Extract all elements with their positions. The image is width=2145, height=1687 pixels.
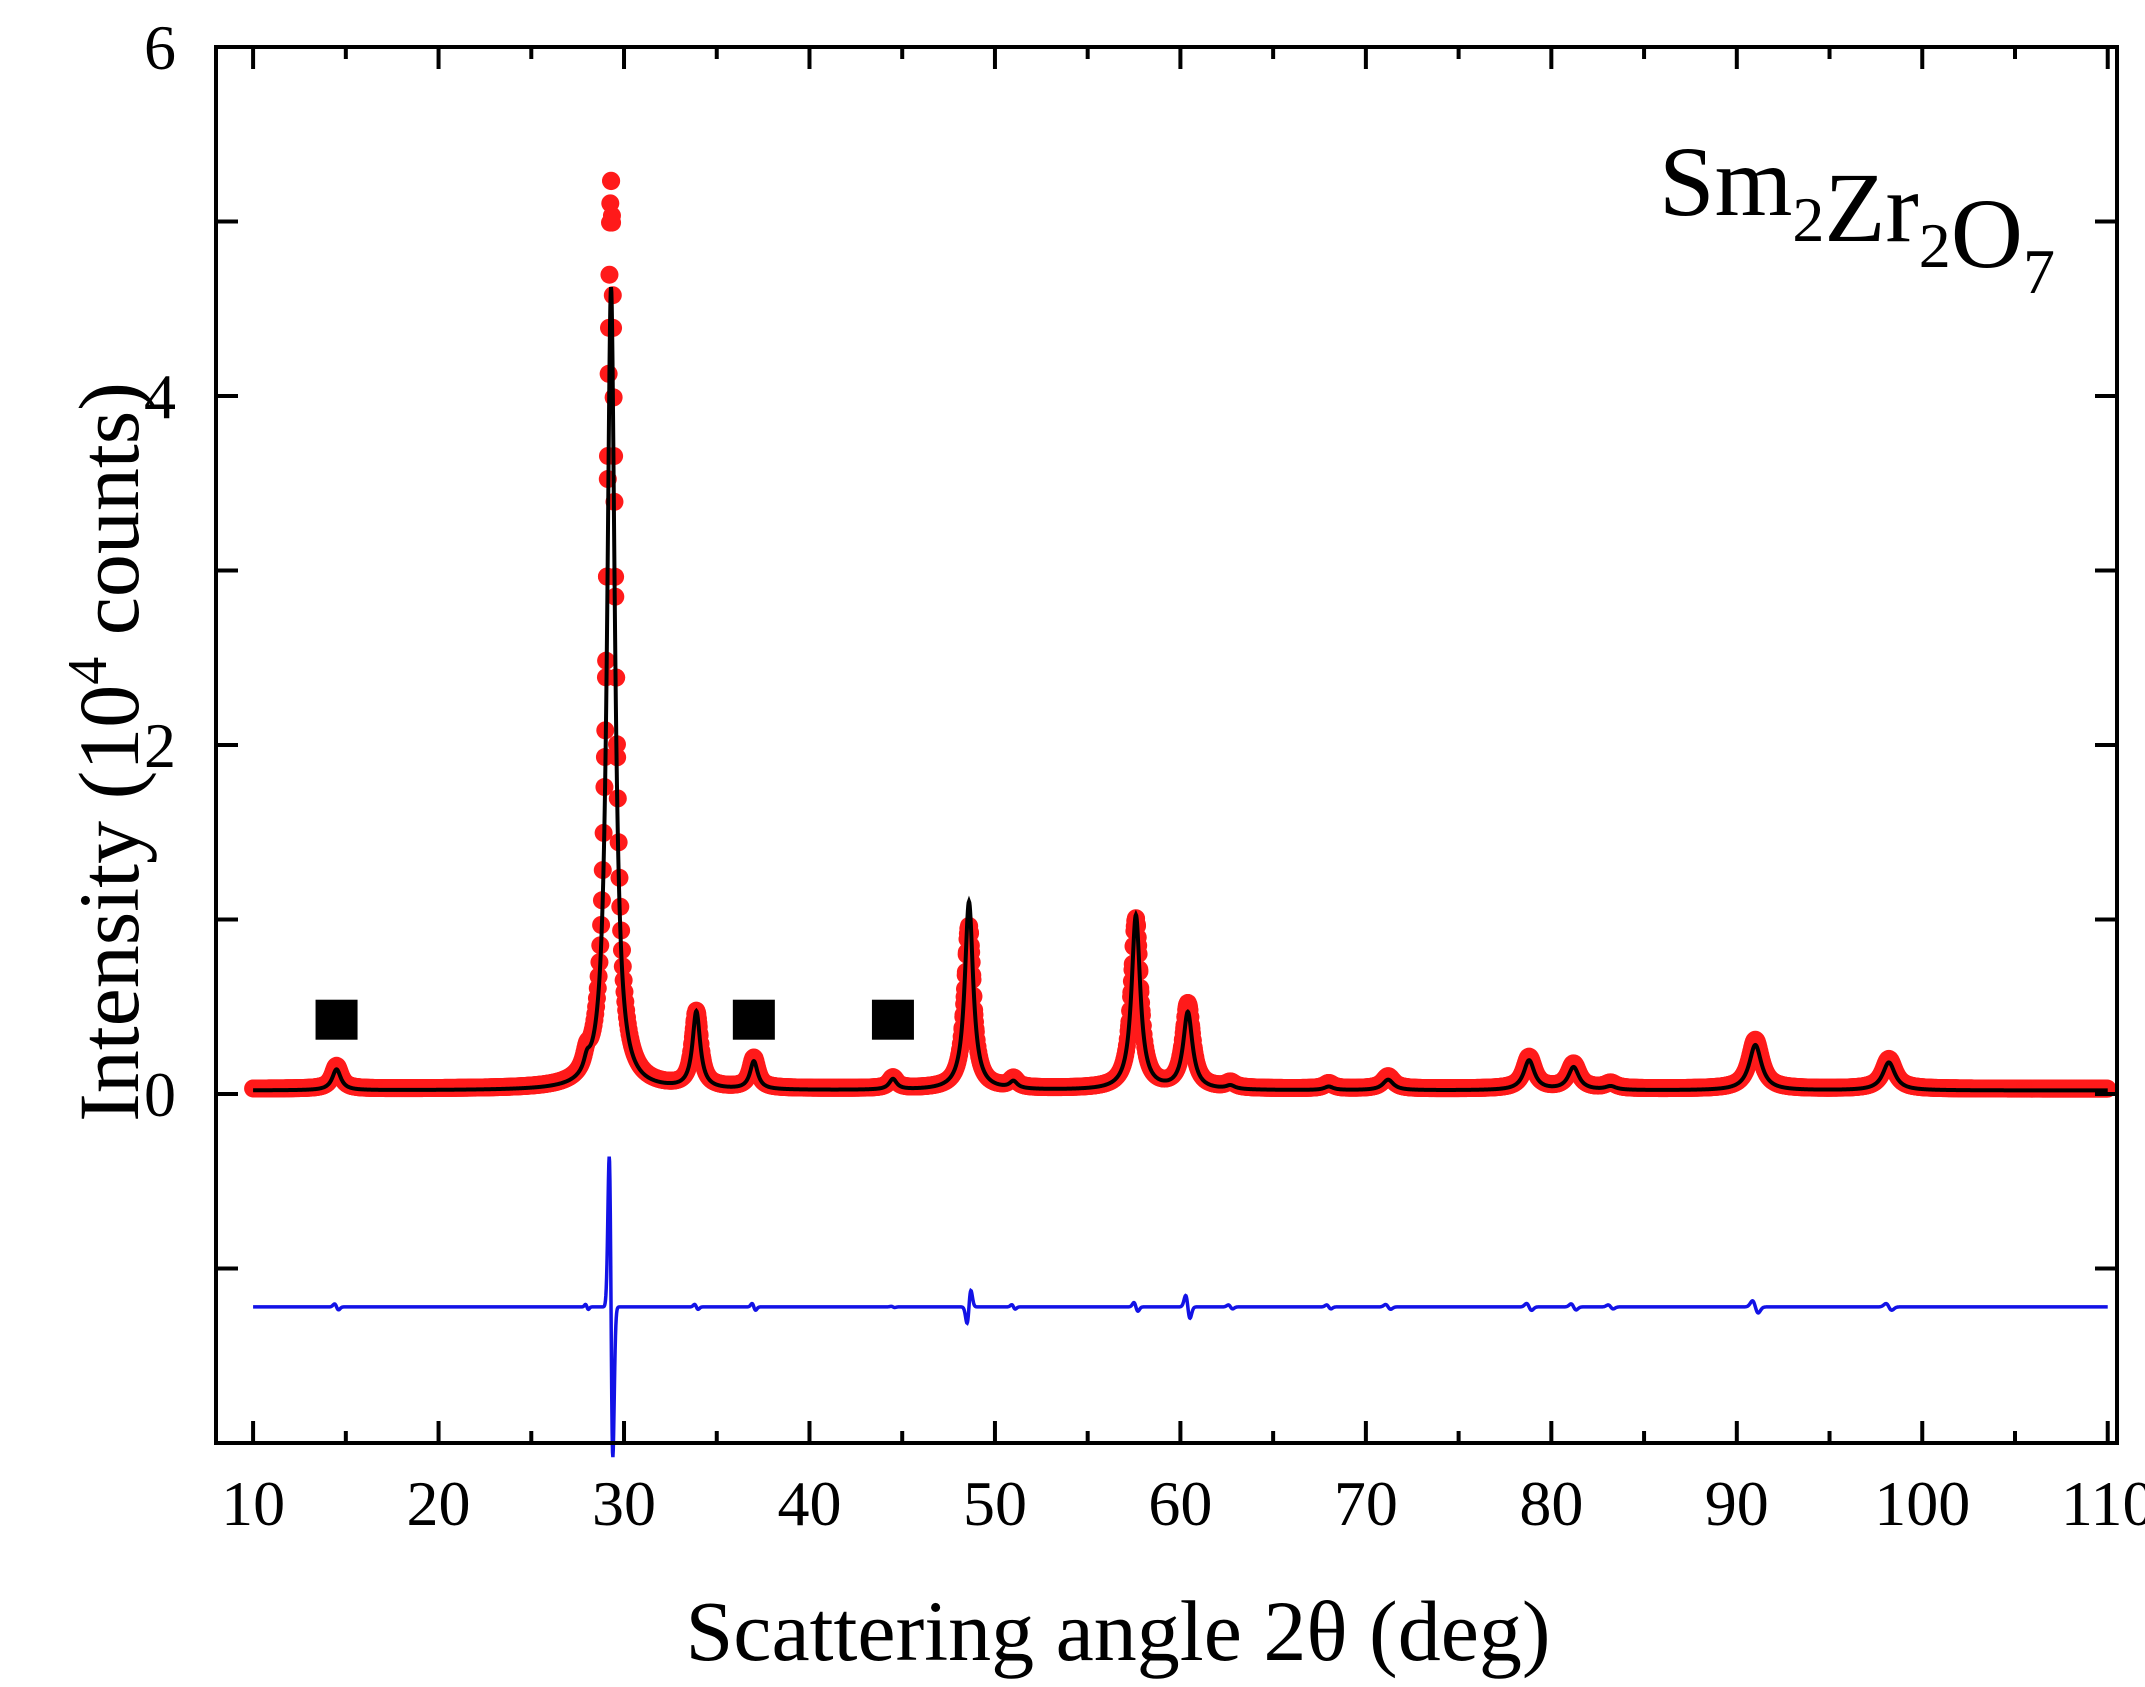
x-tick-label: 40 (777, 1468, 841, 1539)
y-axis-title-tail: counts) (61, 382, 157, 657)
x-tick-label: 70 (1334, 1468, 1398, 1539)
observed-point (600, 265, 619, 284)
compound-subscript: 2 (1919, 210, 1951, 281)
x-tick-label: 90 (1705, 1468, 1769, 1539)
observed-point (602, 171, 621, 190)
impurity-marker (732, 999, 775, 1040)
impurity-marker (315, 999, 358, 1040)
calculated-series (253, 287, 2108, 1093)
x-tick-label: 80 (1519, 1468, 1583, 1539)
y-tick-label: 2 (144, 710, 176, 781)
axes: 10 20 30 40 50 60 70 80 90 100 110 0 2 4 6 (144, 12, 2145, 1539)
observed-point (603, 213, 622, 232)
x-tick-label: 10 (221, 1468, 285, 1539)
impurity-marker (871, 999, 914, 1040)
x-tick-label: 110 (2061, 1468, 2145, 1539)
difference-series (253, 1156, 2108, 1458)
x-tick-label: 60 (1148, 1468, 1212, 1539)
compound-element: Zr (1824, 152, 1918, 263)
compound-element: Sm (1659, 126, 1792, 237)
y-tick-label: 0 (144, 1059, 176, 1130)
x-tick-label: 30 (592, 1468, 656, 1539)
compound-subscript: 7 (2023, 236, 2055, 307)
impurity-markers (315, 999, 914, 1040)
compound-label: Sm2Zr2O7 (1659, 126, 2055, 307)
observed-series (244, 171, 2117, 1098)
compound-subscript: 2 (1792, 184, 1824, 255)
y-tick-label: 6 (144, 12, 176, 83)
calculated-line (253, 287, 2108, 1093)
difference-line (253, 1156, 2108, 1458)
y-axis-title-main: Intensity (10 (61, 685, 157, 1122)
x-tick-label: 100 (1874, 1468, 1970, 1539)
y-axis-title-sup: 4 (57, 657, 119, 685)
x-tick-label: 20 (407, 1468, 471, 1539)
x-axis-title: Scattering angle 2θ (deg) (685, 1583, 1550, 1679)
compound-element: O (1951, 178, 2023, 289)
x-tick-label: 50 (963, 1468, 1027, 1539)
y-tick-label: 4 (144, 361, 176, 432)
y-axis-title: Intensity (104 counts) (57, 382, 157, 1122)
